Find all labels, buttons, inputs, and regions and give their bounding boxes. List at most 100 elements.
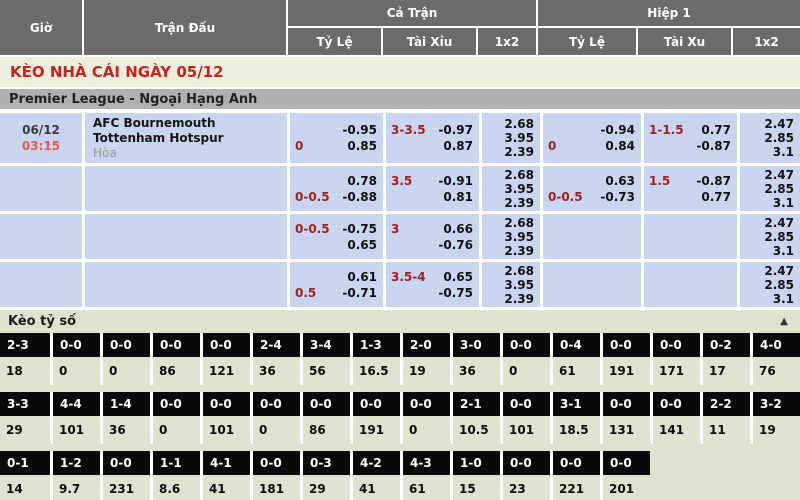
- score-odds-value[interactable]: 19: [409, 364, 426, 378]
- score-cell[interactable]: 1-2: [53, 451, 100, 475]
- odds-value[interactable]: 2.47: [764, 215, 794, 230]
- odds-value[interactable]: -0.94: [600, 123, 635, 137]
- collapse-arrow-icon[interactable]: ▲: [780, 316, 788, 327]
- odds-value[interactable]: -0.76: [438, 237, 473, 252]
- h1-1x2-cell[interactable]: 2.47 2.85 3.1: [740, 214, 800, 259]
- odds-value[interactable]: 3.1: [772, 291, 794, 306]
- score-cell[interactable]: 1-1: [153, 451, 200, 475]
- odds-value[interactable]: 0.61: [347, 269, 377, 284]
- score-cell[interactable]: 2-0: [403, 333, 450, 357]
- score-odds-value[interactable]: 9.7: [59, 482, 81, 496]
- score-odds-value[interactable]: 131: [609, 423, 635, 437]
- match-teams-cell[interactable]: [85, 166, 287, 211]
- score-odds-value[interactable]: 86: [159, 364, 176, 378]
- odds-value[interactable]: -0.87: [696, 139, 731, 153]
- h1-over-under-cell[interactable]: 1-1.5 0.77 -0.87: [644, 113, 737, 163]
- odds-value[interactable]: 2.85: [764, 229, 794, 244]
- odds-value[interactable]: 0.81: [443, 189, 473, 204]
- odds-value[interactable]: 3.1: [772, 243, 794, 258]
- score-cell[interactable]: 3-0: [453, 333, 500, 357]
- odds-value[interactable]: 0.77: [701, 189, 731, 204]
- match-teams-cell[interactable]: [85, 214, 287, 259]
- score-odds-value[interactable]: 76: [759, 364, 776, 378]
- odds-value[interactable]: 0.84: [605, 139, 635, 153]
- odds-value[interactable]: 3.1: [772, 195, 794, 210]
- h1-over-under-cell[interactable]: 1.5 -0.87 0.77: [644, 166, 737, 211]
- correct-score-header[interactable]: Kèo tỷ số ▲: [0, 310, 800, 333]
- score-odds-value[interactable]: 41: [209, 482, 226, 496]
- score-odds-value[interactable]: 10.5: [459, 423, 489, 437]
- ft-handicap-cell[interactable]: 0.61 0.5 -0.71: [290, 262, 383, 307]
- score-cell[interactable]: 3-4: [303, 333, 350, 357]
- odds-value[interactable]: 2.68: [504, 215, 534, 230]
- score-odds-value[interactable]: 16.5: [359, 364, 389, 378]
- odds-value[interactable]: 2.85: [764, 181, 794, 196]
- odds-value[interactable]: 3.95: [504, 181, 534, 196]
- odds-value[interactable]: 2.68: [504, 117, 534, 131]
- score-cell[interactable]: 0-0: [603, 451, 650, 475]
- score-odds-value[interactable]: 221: [559, 482, 585, 496]
- score-cell[interactable]: 0-0: [403, 392, 450, 416]
- score-odds-value[interactable]: 19: [759, 423, 776, 437]
- ft-handicap-cell[interactable]: 0.78 0-0.5 -0.88: [290, 166, 383, 211]
- score-cell[interactable]: 3-1: [553, 392, 600, 416]
- score-cell[interactable]: 0-0: [203, 392, 250, 416]
- odds-value[interactable]: 3.95: [504, 229, 534, 244]
- score-odds-value[interactable]: 191: [609, 364, 635, 378]
- score-cell[interactable]: 0-0: [603, 333, 650, 357]
- score-cell[interactable]: 0-0: [203, 333, 250, 357]
- score-odds-value[interactable]: 181: [259, 482, 285, 496]
- odds-value[interactable]: 2.39: [504, 243, 534, 258]
- score-cell[interactable]: 1-0: [453, 451, 500, 475]
- score-cell[interactable]: 0-0: [603, 392, 650, 416]
- score-cell[interactable]: 1-3: [353, 333, 400, 357]
- score-cell[interactable]: 1-4: [103, 392, 150, 416]
- score-cell[interactable]: 0-0: [503, 451, 550, 475]
- h1-1x2-cell[interactable]: 2.47 2.85 3.1: [740, 262, 800, 307]
- odds-value[interactable]: 0.66: [443, 221, 473, 236]
- score-odds-value[interactable]: 23: [509, 482, 526, 496]
- score-cell[interactable]: 0-0: [153, 333, 200, 357]
- odds-value[interactable]: 2.39: [504, 145, 534, 159]
- score-cell[interactable]: 4-1: [203, 451, 250, 475]
- ft-over-under-cell[interactable]: 3-3.5 -0.97 0.87: [386, 113, 479, 163]
- odds-value[interactable]: 2.39: [504, 195, 534, 210]
- odds-value[interactable]: 2.47: [764, 263, 794, 278]
- score-cell[interactable]: 4-3: [403, 451, 450, 475]
- score-odds-value[interactable]: 0: [409, 423, 418, 437]
- score-odds-value[interactable]: 0: [159, 423, 168, 437]
- ft-1x2-cell[interactable]: 2.68 3.95 2.39: [482, 113, 540, 163]
- score-cell[interactable]: 2-2: [703, 392, 750, 416]
- match-teams-cell[interactable]: [85, 262, 287, 307]
- ft-1x2-cell[interactable]: 2.68 3.95 2.39: [482, 214, 540, 259]
- score-odds-value[interactable]: 141: [659, 423, 685, 437]
- h1-over-under-cell[interactable]: [644, 262, 737, 307]
- odds-value[interactable]: 3.95: [504, 131, 534, 145]
- odds-value[interactable]: 2.47: [764, 117, 794, 131]
- score-cell[interactable]: 0-0: [503, 333, 550, 357]
- score-odds-value[interactable]: 101: [509, 423, 535, 437]
- score-odds-value[interactable]: 8.6: [159, 482, 181, 496]
- score-cell[interactable]: 0-3: [303, 451, 350, 475]
- odds-value[interactable]: -0.87: [696, 173, 731, 188]
- score-cell[interactable]: 0-0: [303, 392, 350, 416]
- odds-value[interactable]: 2.85: [764, 277, 794, 292]
- score-odds-value[interactable]: 14: [6, 482, 23, 496]
- score-odds-value[interactable]: 171: [659, 364, 685, 378]
- score-odds-value[interactable]: 101: [59, 423, 85, 437]
- h1-handicap-cell[interactable]: -0.94 0 0.84: [543, 113, 641, 163]
- score-cell[interactable]: 0-0: [103, 333, 150, 357]
- odds-value[interactable]: 2.47: [764, 167, 794, 182]
- h1-1x2-cell[interactable]: 2.47 2.85 3.1: [740, 113, 800, 163]
- odds-value[interactable]: 2.68: [504, 167, 534, 182]
- league-section-header[interactable]: Premier League - Ngoại Hạng Anh: [0, 89, 800, 111]
- odds-value[interactable]: 0.85: [347, 139, 377, 153]
- score-cell[interactable]: 3-3: [0, 392, 50, 416]
- score-odds-value[interactable]: 36: [109, 423, 126, 437]
- score-cell[interactable]: 0-0: [253, 451, 300, 475]
- score-cell[interactable]: 4-0: [753, 333, 800, 357]
- score-odds-value[interactable]: 61: [559, 364, 576, 378]
- score-odds-value[interactable]: 0: [509, 364, 518, 378]
- h1-1x2-cell[interactable]: 2.47 2.85 3.1: [740, 166, 800, 211]
- h1-handicap-cell[interactable]: [543, 262, 641, 307]
